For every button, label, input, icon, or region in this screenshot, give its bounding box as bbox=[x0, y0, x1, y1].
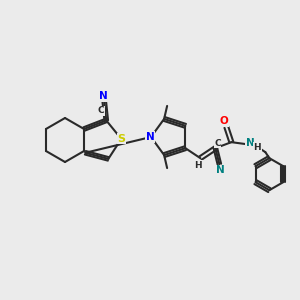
Text: N: N bbox=[246, 138, 255, 148]
Text: C: C bbox=[98, 106, 105, 116]
Text: O: O bbox=[220, 116, 229, 126]
Text: N: N bbox=[99, 92, 108, 101]
Text: C: C bbox=[214, 139, 221, 148]
Text: N: N bbox=[216, 165, 225, 175]
Text: N: N bbox=[146, 132, 154, 142]
Text: S: S bbox=[117, 134, 125, 144]
Text: H: H bbox=[195, 161, 202, 170]
Text: H: H bbox=[254, 143, 261, 152]
